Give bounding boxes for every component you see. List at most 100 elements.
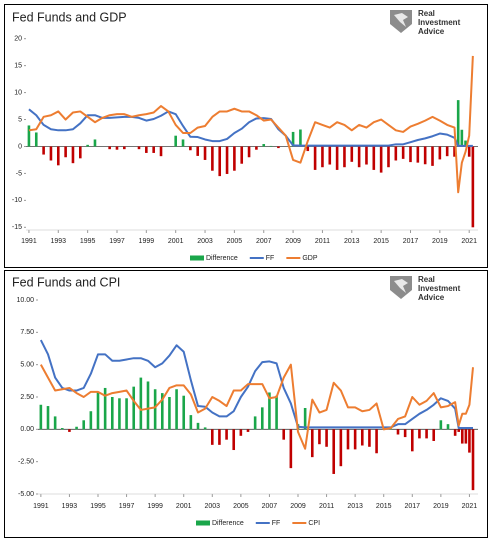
bar xyxy=(343,146,346,168)
y-tick-label: -15 xyxy=(12,224,22,231)
x-tick-label: 2011 xyxy=(315,238,330,245)
x-tick-label: 2007 xyxy=(262,503,278,510)
bar xyxy=(93,139,97,147)
x-tick-label: 2019 xyxy=(433,503,449,510)
y-tick-label: 5 xyxy=(18,116,22,123)
bar xyxy=(189,146,192,151)
bar xyxy=(86,144,89,147)
bar xyxy=(239,429,243,436)
y-tick-label: -5.00 xyxy=(18,491,34,498)
bar xyxy=(313,146,317,170)
x-tick-label: 1993 xyxy=(62,503,78,510)
bar xyxy=(71,146,75,164)
bar xyxy=(137,146,141,150)
bar xyxy=(189,415,193,430)
bar xyxy=(394,146,398,161)
bar xyxy=(42,146,45,155)
bar xyxy=(203,146,207,160)
bar xyxy=(368,429,371,447)
bar xyxy=(332,429,336,474)
bar xyxy=(353,429,357,450)
bar xyxy=(60,428,64,430)
legend-label: Difference xyxy=(206,255,238,262)
x-tick-label: 1995 xyxy=(80,238,96,245)
bar xyxy=(246,429,250,432)
bar xyxy=(446,424,450,430)
y-tick-label: -5 xyxy=(16,170,22,177)
bar xyxy=(210,429,214,445)
bar xyxy=(203,427,207,430)
bar xyxy=(310,429,314,458)
x-tick-label: 1995 xyxy=(90,503,106,510)
bar xyxy=(357,146,361,168)
y-tick-label: -2.50 xyxy=(18,459,34,466)
bar xyxy=(174,135,177,147)
x-tick-label: 2009 xyxy=(290,503,306,510)
line xyxy=(39,363,474,450)
bar xyxy=(96,391,100,430)
bar xyxy=(396,429,400,435)
bar xyxy=(464,429,468,444)
bar xyxy=(132,386,136,430)
bar xyxy=(153,389,157,430)
legend-label: GDP xyxy=(302,255,318,262)
x-tick-label: 2003 xyxy=(204,503,220,510)
bar xyxy=(53,416,57,430)
x-tick-label: 2007 xyxy=(256,238,272,245)
x-tick-label: 1991 xyxy=(21,238,37,245)
bar xyxy=(453,429,457,436)
bar xyxy=(233,146,236,171)
bar xyxy=(291,131,295,147)
x-tick-label: 1991 xyxy=(33,503,49,510)
bar xyxy=(456,100,460,147)
legend-swatch xyxy=(196,520,210,526)
bar xyxy=(182,395,186,430)
bar xyxy=(425,429,428,439)
bar xyxy=(453,146,456,157)
logo-text: Investment xyxy=(418,18,461,27)
bar xyxy=(118,398,121,430)
logo-icon xyxy=(394,279,408,293)
y-tick-label: -10 xyxy=(12,197,22,204)
bar xyxy=(218,429,221,445)
bar xyxy=(160,393,164,430)
x-tick-label: 2011 xyxy=(319,503,334,510)
logo-text: Advice xyxy=(418,293,445,302)
x-tick-label: 1999 xyxy=(139,238,155,245)
bar xyxy=(318,429,321,445)
bar xyxy=(152,146,155,153)
bar xyxy=(418,429,421,439)
bar xyxy=(39,404,43,430)
bar xyxy=(277,146,280,149)
logo-icon xyxy=(394,13,408,27)
bar xyxy=(145,146,148,153)
bar xyxy=(467,146,471,157)
y-tick-label: 20 xyxy=(14,36,22,43)
bar xyxy=(275,395,278,430)
bar xyxy=(282,429,286,440)
x-tick-label: 2021 xyxy=(462,503,478,510)
bar xyxy=(438,146,442,160)
panel-border xyxy=(4,270,488,538)
x-tick-label: 2001 xyxy=(176,503,192,510)
bar xyxy=(125,398,128,430)
bar xyxy=(379,146,383,173)
bar xyxy=(68,429,71,432)
legend-swatch xyxy=(190,255,204,261)
bar xyxy=(410,429,414,452)
x-tick-label: 1999 xyxy=(147,503,163,510)
y-tick-label: 7.50 xyxy=(20,329,34,336)
bar xyxy=(457,429,461,432)
bar xyxy=(49,146,53,161)
bar xyxy=(335,146,339,170)
bar xyxy=(262,144,266,147)
x-tick-label: 2013 xyxy=(344,238,360,245)
x-tick-label: 2021 xyxy=(461,238,477,245)
x-tick-label: 1993 xyxy=(50,238,66,245)
bar xyxy=(445,146,449,157)
logo-text: Advice xyxy=(418,27,445,36)
bar xyxy=(268,392,271,430)
bar xyxy=(339,429,343,467)
x-tick-label: 2005 xyxy=(227,238,243,245)
